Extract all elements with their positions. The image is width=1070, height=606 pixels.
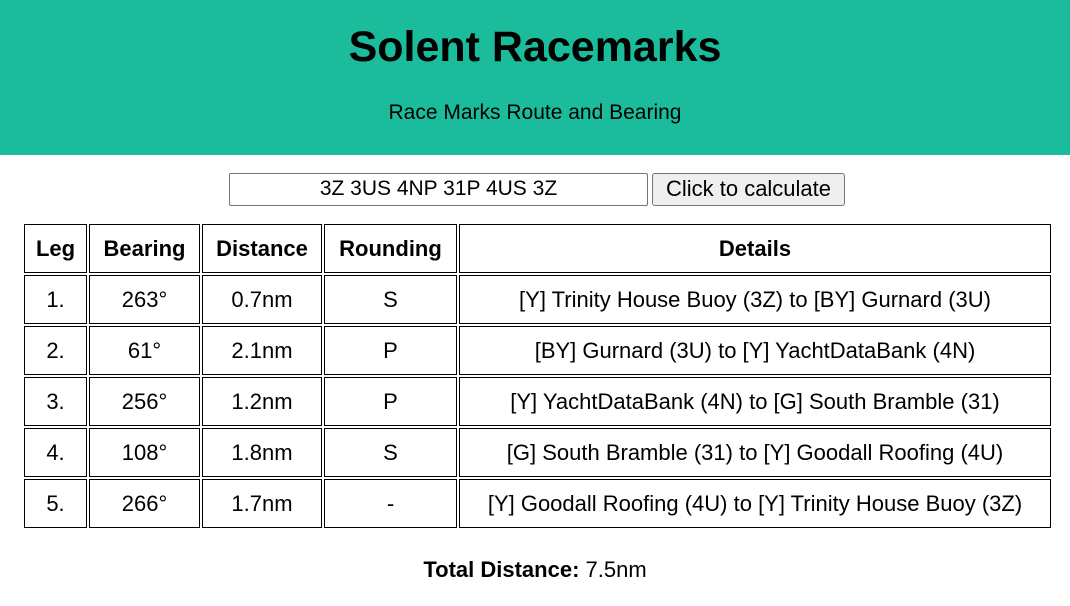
table-row: 3. 256° 1.2nm P [Y] YachtDataBank (4N) t…	[24, 377, 1051, 426]
leg-cell: 2.	[24, 326, 87, 375]
leg-cell: 1.	[24, 275, 87, 324]
total-distance-value: 7.5nm	[585, 557, 647, 582]
details-cell: [Y] Goodall Roofing (4U) to [Y] Trinity …	[459, 479, 1051, 528]
page-subtitle: Race Marks Route and Bearing	[388, 101, 682, 124]
distance-cell: 0.7nm	[202, 275, 322, 324]
rounding-cell: P	[324, 377, 457, 426]
details-cell: [BY] Gurnard (3U) to [Y] YachtDataBank (…	[459, 326, 1051, 375]
details-cell: [G] South Bramble (31) to [Y] Goodall Ro…	[459, 428, 1051, 477]
rounding-cell: P	[324, 326, 457, 375]
rounding-cell: S	[324, 275, 457, 324]
distance-cell: 1.7nm	[202, 479, 322, 528]
bearing-cell: 256°	[89, 377, 200, 426]
distance-cell: 1.8nm	[202, 428, 322, 477]
route-input[interactable]	[229, 172, 648, 206]
details-cell: [Y] YachtDataBank (4N) to [G] South Bram…	[459, 377, 1051, 426]
header-details: Details	[459, 224, 1051, 273]
table-header-row: Leg Bearing Distance Rounding Details	[24, 224, 1051, 273]
table-row: 5. 266° 1.7nm - [Y] Goodall Roofing (4U)…	[24, 479, 1051, 528]
bearing-cell: 61°	[89, 326, 200, 375]
header-rounding: Rounding	[324, 224, 457, 273]
page-title: Solent Racemarks	[348, 23, 722, 71]
table-row: 4. 108° 1.8nm S [G] South Bramble (31) t…	[24, 428, 1051, 477]
bearing-cell: 263°	[89, 275, 200, 324]
results-table: Leg Bearing Distance Rounding Details 1.…	[22, 222, 1053, 530]
leg-cell: 3.	[24, 377, 87, 426]
distance-cell: 1.2nm	[202, 377, 322, 426]
leg-cell: 4.	[24, 428, 87, 477]
leg-cell: 5.	[24, 479, 87, 528]
total-distance-label: Total Distance:	[423, 557, 580, 582]
header-leg: Leg	[24, 224, 87, 273]
details-cell: [Y] Trinity House Buoy (3Z) to [BY] Gurn…	[459, 275, 1051, 324]
table-row: 1. 263° 0.7nm S [Y] Trinity House Buoy (…	[24, 275, 1051, 324]
page-header: Solent Racemarks Race Marks Route and Be…	[0, 0, 1070, 155]
total-distance: Total Distance: 7.5nm	[0, 557, 1070, 583]
rounding-cell: S	[324, 428, 457, 477]
header-bearing: Bearing	[89, 224, 200, 273]
header-distance: Distance	[202, 224, 322, 273]
calculate-button[interactable]: Click to calculate	[652, 172, 845, 206]
distance-cell: 2.1nm	[202, 326, 322, 375]
bearing-cell: 108°	[89, 428, 200, 477]
table-row: 2. 61° 2.1nm P [BY] Gurnard (3U) to [Y] …	[24, 326, 1051, 375]
rounding-cell: -	[324, 479, 457, 528]
bearing-cell: 266°	[89, 479, 200, 528]
route-controls: Click to calculate	[229, 172, 845, 206]
